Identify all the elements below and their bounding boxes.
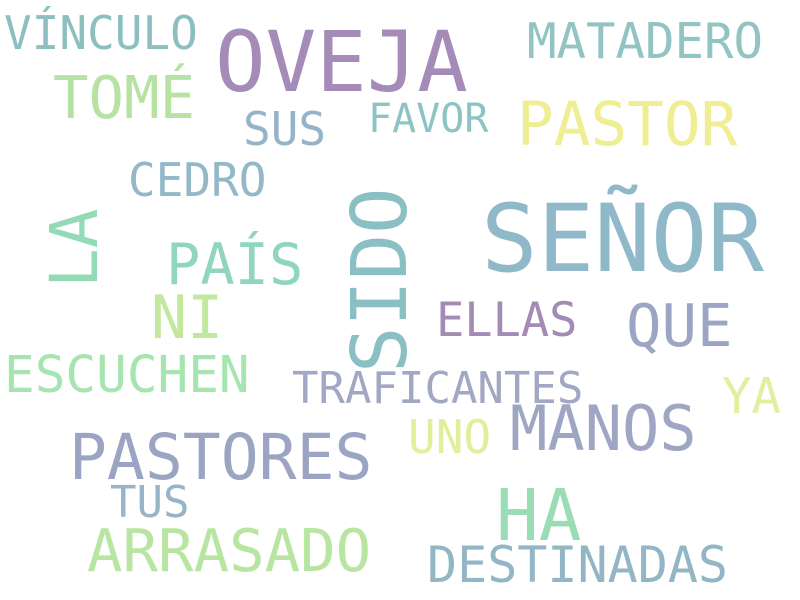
word-manos: MANOS <box>510 392 697 465</box>
word-cedro: CEDRO <box>128 153 267 207</box>
word-la: LA <box>36 208 113 288</box>
word-ha: HA <box>496 474 582 557</box>
word-matadero: MATADERO <box>527 13 764 70</box>
word-uno: UNO <box>408 410 492 464</box>
word-que: QUE <box>626 291 733 360</box>
word-oveja: OVEJA <box>215 13 468 111</box>
word-traficantes: TRAFICANTES <box>292 363 584 414</box>
word-ni: NI <box>151 283 224 353</box>
word-escuchen: ESCUCHEN <box>4 346 250 405</box>
word-ya: YA <box>722 368 782 425</box>
word-sido: SIDO <box>336 187 425 373</box>
word-pais: PAÍS <box>166 232 304 298</box>
word-destinadas: DESTINADAS <box>427 536 729 594</box>
word-tome: TOMÉ <box>53 63 196 132</box>
word-pastor: PASTOR <box>517 89 738 160</box>
word-pastores: PASTORES <box>69 421 373 494</box>
word-tus: TUS <box>110 477 190 528</box>
word-sus: SUS <box>243 102 327 156</box>
word-favor: FAVOR <box>368 96 489 142</box>
word-arrasado: ARRASADO <box>87 516 372 585</box>
word-ellas: ELLAS <box>436 293 578 348</box>
word-vinculo: VÍNCULO <box>4 6 198 60</box>
word-senor: SEÑOR <box>481 185 764 294</box>
